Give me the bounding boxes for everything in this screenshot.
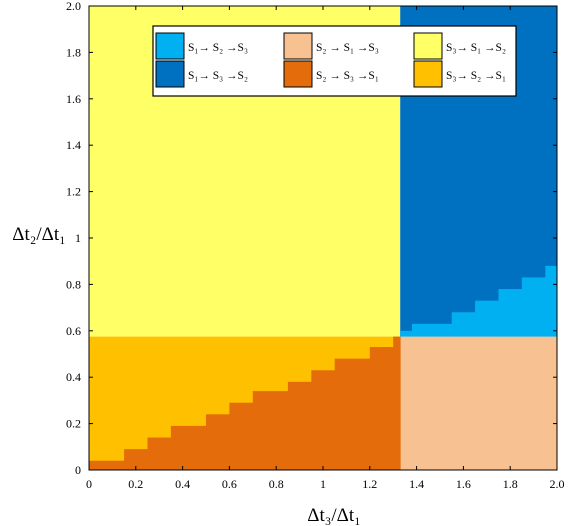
- staircase-upper-right: [400, 265, 558, 337]
- y-tick-label: 1: [75, 231, 81, 245]
- legend-label: S₁→ S₃ →S₂: [188, 70, 248, 82]
- x-tick-label: 0.4: [175, 477, 190, 491]
- lower-step-4: [170, 425, 207, 470]
- legend-swatch: [413, 32, 443, 60]
- x-tick-label: 0.8: [269, 477, 284, 491]
- staircase-lower-left: [89, 336, 401, 470]
- y-axis-title: Δt₂/Δt₁: [12, 224, 66, 245]
- upper-step-4: [475, 300, 499, 337]
- legend-swatch: [413, 60, 443, 88]
- lower-step-6: [229, 402, 254, 470]
- y-tick-label: 1.8: [66, 45, 81, 59]
- y-tick-label: 2.0: [66, 0, 81, 13]
- y-tick-label: 1.6: [66, 92, 81, 106]
- lower-step-10: [334, 358, 371, 470]
- lower-step-2: [124, 449, 148, 470]
- legend-swatch: [283, 60, 313, 88]
- x-tick-label: 0.2: [128, 477, 143, 491]
- x-tick-label: 1.6: [456, 477, 471, 491]
- upper-step-1: [400, 330, 413, 337]
- x-tick-label: 0: [86, 477, 92, 491]
- upper-step-6: [521, 277, 546, 337]
- lower-step-9: [311, 370, 336, 470]
- legend-swatch: [283, 32, 313, 60]
- upper-step-5: [498, 289, 523, 337]
- lower-step-1: [89, 460, 125, 470]
- lower-step-7: [252, 391, 289, 470]
- y-tick-label: 0.4: [66, 370, 81, 384]
- x-axis-title: Δt₃/Δt₁: [307, 505, 361, 526]
- legend-box: [152, 25, 517, 97]
- y-axis: 0 0.2 0.4 0.6 0.8 1 1.2 1.4 1.6 1.8 2.0: [66, 0, 557, 477]
- legend-swatch: [155, 32, 185, 60]
- x-tick-label: 1.4: [409, 477, 424, 491]
- legend-label: S₂ → S₃ →S₁: [316, 70, 379, 82]
- x-tick-label: 1.8: [503, 477, 518, 491]
- lower-step-3: [147, 437, 172, 470]
- x-tick-label: 2.0: [550, 477, 565, 491]
- y-tick-label: 0.8: [66, 277, 81, 291]
- upper-step-7: [545, 265, 558, 337]
- x-tick-label: 1: [320, 477, 326, 491]
- lower-step-12: [393, 336, 401, 470]
- region-3: [400, 336, 557, 470]
- x-tick-label: 1.2: [362, 477, 377, 491]
- legend-label: S₃→ S₁ →S₂: [446, 42, 506, 54]
- lower-step-8: [287, 381, 312, 470]
- lower-step-5: [206, 414, 230, 470]
- upper-step-3: [451, 312, 476, 337]
- legend-swatch: [155, 60, 185, 88]
- x-tick-label: 0.6: [222, 477, 237, 491]
- legend-label: S₁→ S₂ →S₃: [188, 42, 248, 54]
- y-tick-label: 1.4: [66, 138, 81, 152]
- legend-label: S₂ → S₁ →S₃: [316, 42, 379, 54]
- legend-label: S₃→ S₂ →S₁: [446, 70, 506, 82]
- legend: S₁→ S₂ →S₃ S₂ → S₁ →S₃ S₃→ S₁ →S₂ S₁→ S₃ →S…: [152, 25, 517, 97]
- y-tick-label: 1.2: [66, 185, 81, 199]
- upper-step-2: [411, 323, 453, 337]
- y-tick-label: 0.2: [66, 417, 81, 431]
- x-axis: 0 0.2 0.4 0.6 0.8 1 1.2 1.4 1.6 1.8 2.0: [86, 6, 565, 491]
- y-tick-label: 0.6: [66, 324, 81, 338]
- y-tick-label: 0: [75, 463, 81, 477]
- lower-step-11: [369, 347, 394, 470]
